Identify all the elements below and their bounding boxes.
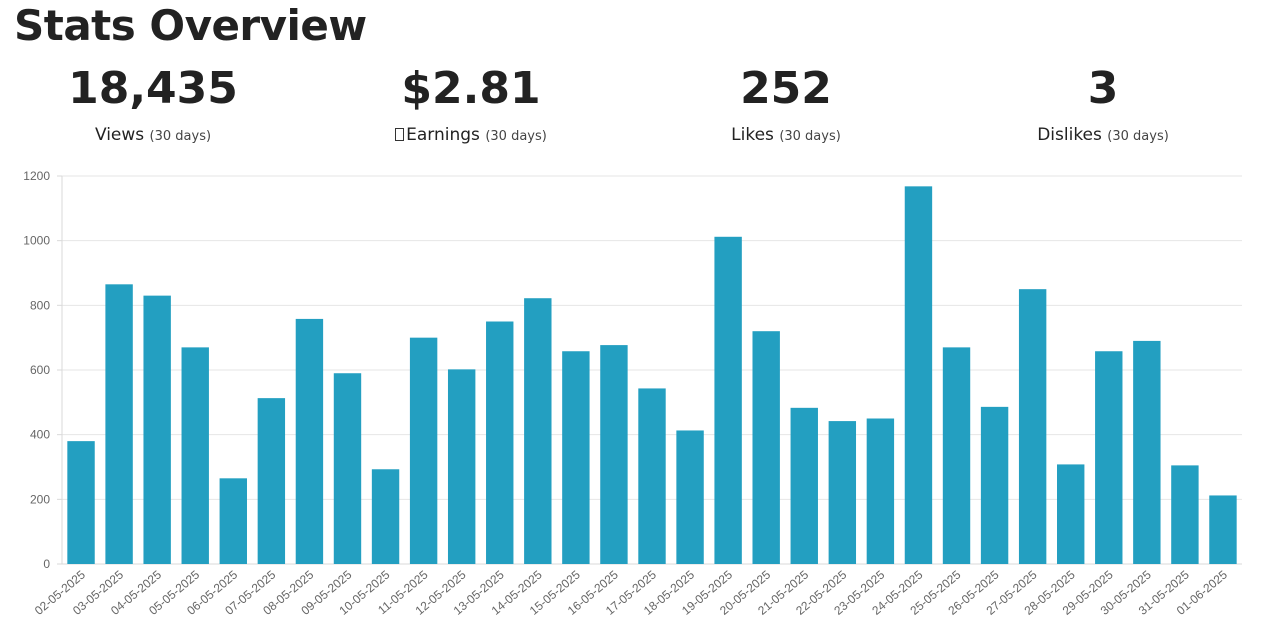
likes-label-row: Likes (30 days) (636, 124, 936, 148)
bar (371, 469, 400, 564)
bar (333, 373, 362, 564)
likes-stat: 252 Likes (30 days) (636, 60, 936, 148)
earnings-value: $2.81 (401, 63, 541, 114)
dislikes-period: (30 days) (1107, 129, 1169, 144)
earnings-stat: $2.81 Earnings (30 days) (321, 60, 621, 148)
bar (828, 421, 857, 564)
bar (1209, 495, 1237, 564)
bar (752, 331, 780, 564)
stats-summary: 18,435 Views (30 days) $2.81 Earnings (3… (0, 60, 1280, 160)
bar (1057, 464, 1085, 564)
earnings-label-row: Earnings (30 days) (321, 124, 621, 148)
bar (1171, 465, 1199, 564)
views-value: 18,435 (68, 63, 238, 114)
dislikes-stat: 3 Dislikes (30 days) (953, 60, 1253, 148)
views-stat: 18,435 Views (30 days) (3, 60, 303, 148)
views-label-row: Views (30 days) (3, 124, 303, 148)
y-tick-label: 0 (43, 557, 50, 571)
bar (105, 284, 133, 564)
missing-glyph-icon (395, 128, 405, 141)
earnings-label: Earnings (406, 125, 480, 145)
bar (1133, 340, 1161, 564)
likes-label: Likes (731, 125, 774, 145)
page-title: Stats Overview (14, 1, 367, 50)
views-chart: 0 200 400 600 800 1000 1200 02-05-2025 03-05-202… (0, 160, 1280, 635)
y-tick-label: 1000 (23, 234, 50, 248)
bar (676, 430, 704, 564)
bar (1095, 351, 1123, 564)
bar (524, 298, 552, 564)
bar (904, 186, 933, 564)
bar (257, 398, 286, 564)
bar (1018, 289, 1047, 564)
y-tick-label: 200 (30, 492, 50, 506)
y-tick-label: 800 (30, 298, 50, 312)
bar (638, 388, 666, 564)
bar (942, 347, 971, 564)
bar (219, 478, 247, 564)
likes-value: 252 (740, 63, 832, 114)
views-period: (30 days) (149, 129, 212, 144)
dislikes-label-row: Dislikes (30 days) (953, 124, 1253, 148)
likes-period: (30 days) (779, 129, 841, 144)
bar (790, 407, 818, 564)
bar (714, 236, 742, 564)
bar (67, 441, 95, 564)
dislikes-value: 3 (1087, 63, 1119, 114)
bar (295, 318, 324, 564)
bar-chart-svg: 02004006008001000120002-05-202503-05-202… (23, 169, 1242, 618)
bar (980, 406, 1009, 564)
bar (409, 337, 438, 564)
dislikes-label: Dislikes (1037, 125, 1102, 145)
views-label: Views (94, 125, 145, 145)
y-tick-label: 1200 (23, 169, 50, 183)
earnings-period: (30 days) (485, 129, 547, 144)
bar (181, 347, 209, 564)
bar (447, 369, 476, 564)
bar (143, 295, 171, 564)
bar (600, 345, 628, 564)
bar (486, 321, 514, 564)
y-tick-label: 400 (30, 428, 50, 442)
y-tick-label: 600 (30, 363, 50, 377)
bar (866, 418, 895, 564)
bar (562, 351, 590, 564)
